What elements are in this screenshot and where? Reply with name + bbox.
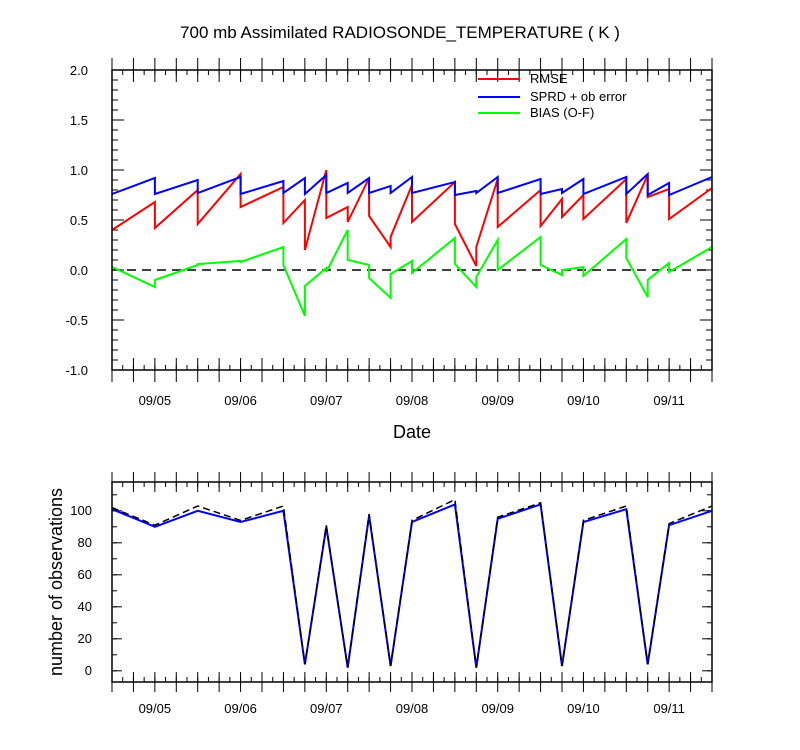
x-tick-label: 09/06: [224, 393, 257, 408]
x-tick-label: 09/10: [567, 393, 600, 408]
plot-frame: [111, 481, 713, 683]
y-tick-label: 0.5: [70, 213, 88, 228]
y-tick-label: 60: [78, 567, 92, 582]
x-tick-label: 09/08: [396, 393, 429, 408]
series-line-1: [111, 171, 713, 197]
y-tick-label: 1.5: [70, 113, 88, 128]
series-line-0: [111, 169, 713, 267]
x-tick-label: 09/08: [396, 701, 429, 716]
observation-count-panel: 09/05 09/06 09/07 09/08 09/09 09/10 09/11 0 20 40…: [46, 472, 713, 716]
y-tick-label: 1.0: [70, 163, 88, 178]
y-tick-label: -1.0: [66, 363, 88, 378]
x-tick-label: 09/09: [481, 701, 514, 716]
y-tick-label: 80: [78, 535, 92, 550]
x-tick-label: 09/11: [653, 701, 685, 716]
y-tick-label: 0.0: [70, 263, 88, 278]
x-tick-label: 09/11: [653, 393, 685, 408]
error-statistics-panel: 09/05 09/06 09/07 09/08 09/09 09/10 09/11 -1.0 -…: [66, 23, 713, 442]
series-line-2: [111, 229, 713, 317]
chart-title: 700 mb Assimilated RADIOSONDE_TEMPERATUR…: [180, 23, 620, 42]
x-tick-label: 09/07: [310, 701, 343, 716]
x-axis-title: Date: [393, 422, 431, 442]
x-tick-label: 09/05: [139, 701, 172, 716]
plot-frame: [111, 69, 713, 371]
x-tick-label: 09/05: [139, 393, 172, 408]
y-tick-label: 100: [70, 503, 92, 518]
legend-label-2: BIAS (O-F): [530, 105, 594, 120]
y-tick-label: 2.0: [70, 63, 88, 78]
y-tick-label: 20: [78, 631, 92, 646]
y-axis-title: number of observations: [46, 488, 66, 676]
obs-count-solid-line: [111, 502, 713, 668]
y-tick-label: -0.5: [66, 313, 88, 328]
legend-label-1: SPRD + ob error: [530, 89, 627, 104]
obs-count-dashed-line: [111, 498, 713, 668]
legend-label-0: RMSE: [530, 71, 568, 86]
x-tick-label: 09/07: [310, 393, 343, 408]
x-tick-label: 09/06: [224, 701, 257, 716]
y-tick-label: 40: [78, 599, 92, 614]
x-tick-label: 09/09: [481, 393, 514, 408]
y-tick-label: 0: [85, 663, 92, 678]
x-tick-label: 09/10: [567, 701, 600, 716]
